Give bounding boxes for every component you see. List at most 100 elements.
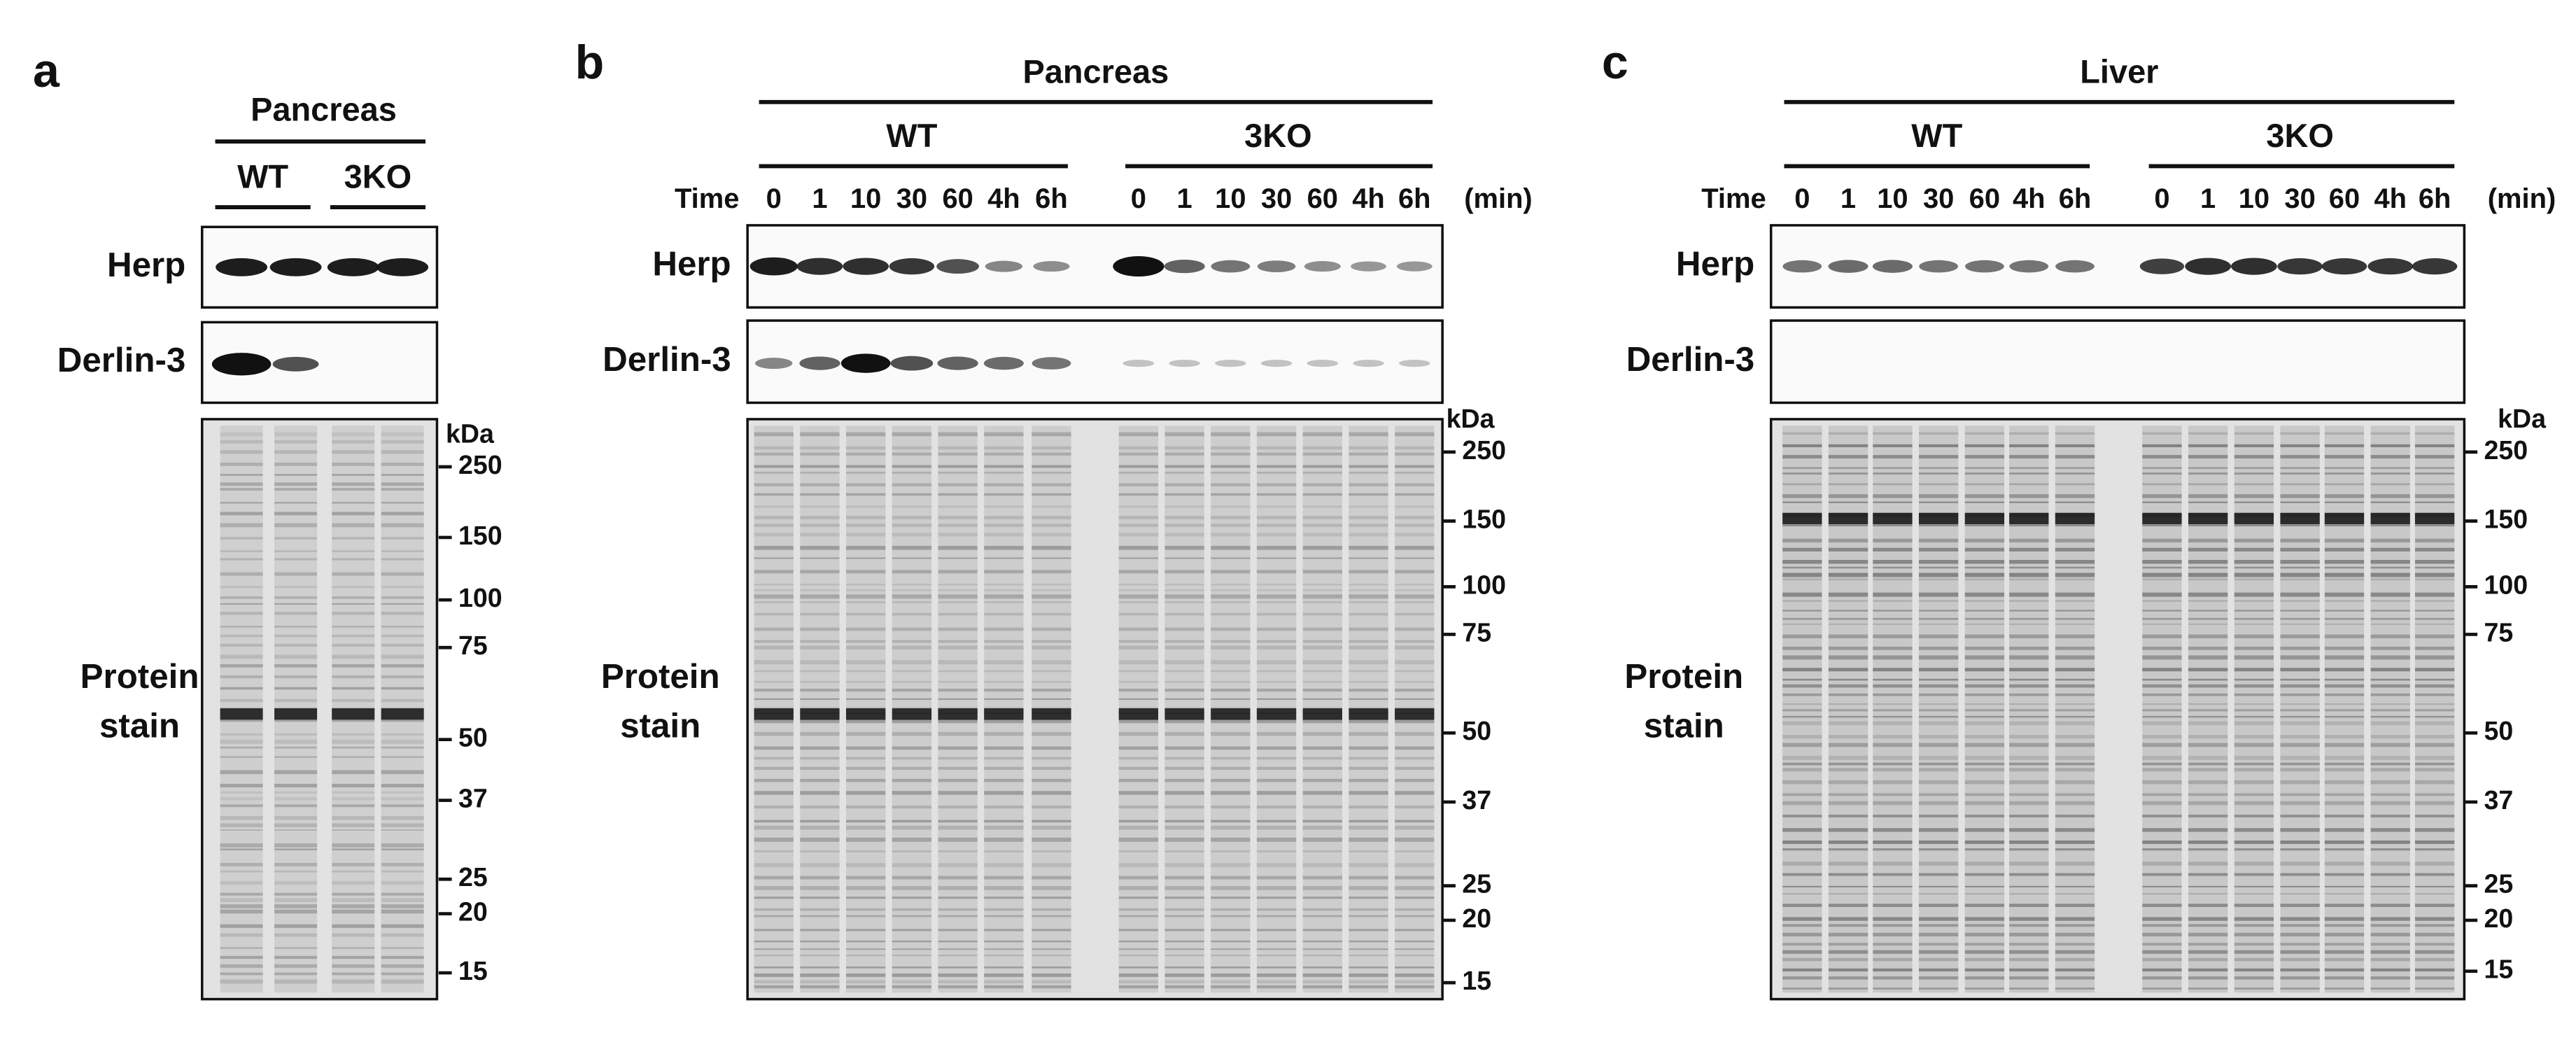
stain-band xyxy=(800,472,840,474)
stain-band xyxy=(2234,432,2274,435)
stain-band xyxy=(846,757,886,760)
stain-band xyxy=(938,601,978,603)
timepoint: 0 xyxy=(1794,183,1810,214)
timepoint: 4h xyxy=(2013,183,2046,214)
stain-band xyxy=(274,972,318,976)
stain-band xyxy=(2324,538,2365,543)
stain-band xyxy=(2414,501,2455,503)
stain-band xyxy=(1349,948,1388,950)
stain-band xyxy=(800,940,840,943)
stain-band xyxy=(1395,640,1435,643)
stain-band xyxy=(1256,505,1297,508)
stain-band xyxy=(2234,501,2274,503)
stain-band xyxy=(2234,968,2274,971)
stain-band xyxy=(2324,893,2365,895)
stain-band xyxy=(2188,873,2228,876)
stain-band xyxy=(800,594,840,599)
stain-band xyxy=(2324,646,2365,650)
stain-band xyxy=(800,452,840,456)
stain-band xyxy=(1964,444,2005,448)
stain-band xyxy=(2370,801,2410,806)
stain-band xyxy=(2009,524,2049,527)
stain-band xyxy=(754,698,794,700)
stain-band xyxy=(220,440,263,444)
stain-band xyxy=(1964,678,2005,681)
stain-band xyxy=(1964,968,2005,971)
stain-band xyxy=(1828,610,1868,612)
stain-band xyxy=(754,929,794,932)
stain-band xyxy=(2009,793,2049,796)
stain-band xyxy=(1782,793,1822,796)
stain-band xyxy=(1349,731,1388,736)
stain-band xyxy=(1164,483,1204,486)
stain-band xyxy=(1964,715,2005,718)
stain-label: Protein xyxy=(601,657,720,696)
stain-band xyxy=(1211,432,1251,437)
stain-band xyxy=(2009,444,2049,448)
stain-band xyxy=(1964,893,2005,895)
stain-band xyxy=(1211,627,1251,631)
marker-label: 100 xyxy=(458,583,502,612)
stain-band xyxy=(1349,707,1388,709)
stain-band xyxy=(938,707,978,709)
stain-band xyxy=(892,719,932,724)
stain-band xyxy=(1032,876,1071,880)
stain-band xyxy=(1118,876,1159,880)
stain-band xyxy=(2234,848,2274,851)
marker-label: 250 xyxy=(458,450,502,479)
stain-band xyxy=(1828,943,1868,946)
stain-band xyxy=(1349,876,1388,880)
stain-band xyxy=(754,594,794,599)
stain-band xyxy=(381,643,424,647)
stain-band xyxy=(2188,768,2228,772)
stain-band xyxy=(2188,943,2228,946)
stain-band xyxy=(754,516,794,520)
stain-band xyxy=(2142,617,2182,620)
row-label: Herp xyxy=(107,246,185,284)
stain-band xyxy=(2370,684,2410,688)
stain-band xyxy=(332,955,375,960)
stain-band xyxy=(1302,594,1342,599)
stain-band xyxy=(1256,698,1297,700)
stain-band xyxy=(1256,757,1297,760)
stain-band xyxy=(2009,600,2049,602)
stain-band xyxy=(220,687,263,690)
stain-band xyxy=(1873,885,1913,887)
stain-band xyxy=(2234,943,2274,946)
stain-band xyxy=(1211,766,1251,770)
stain-band xyxy=(1164,446,1204,450)
stain-band xyxy=(2234,634,2274,638)
stain-band xyxy=(2324,432,2365,435)
stain-band xyxy=(2414,524,2455,527)
stain-band xyxy=(2055,483,2095,486)
stain-band xyxy=(274,572,318,576)
stain-band xyxy=(381,654,424,659)
stain-band xyxy=(274,924,318,928)
stain-main-band xyxy=(1873,512,1913,525)
stain-band xyxy=(800,627,840,631)
stain-band xyxy=(800,897,840,899)
stain-band xyxy=(1032,766,1071,770)
stain-band xyxy=(2324,976,2365,980)
stain-band xyxy=(1964,623,2005,625)
stain-band xyxy=(846,766,886,770)
stain-band xyxy=(332,924,375,928)
stain-band xyxy=(274,848,318,851)
stain-band xyxy=(1964,684,2005,688)
stain-band xyxy=(2280,932,2320,936)
stain-band xyxy=(1302,966,1342,969)
stain-band xyxy=(938,493,978,496)
stain-band xyxy=(2324,721,2365,726)
stain-band xyxy=(1873,655,1913,660)
stain-band xyxy=(220,829,263,831)
stain-band xyxy=(2142,793,2182,796)
stain-band xyxy=(1164,516,1204,520)
stain-band xyxy=(2055,762,2095,766)
stain-band xyxy=(1918,483,1959,486)
stain-band xyxy=(2280,634,2320,638)
stain-band xyxy=(1918,793,1959,796)
stain-band xyxy=(274,756,318,758)
stain-band xyxy=(1302,825,1342,830)
stain-band xyxy=(2324,793,2365,796)
stain-band xyxy=(2280,524,2320,527)
